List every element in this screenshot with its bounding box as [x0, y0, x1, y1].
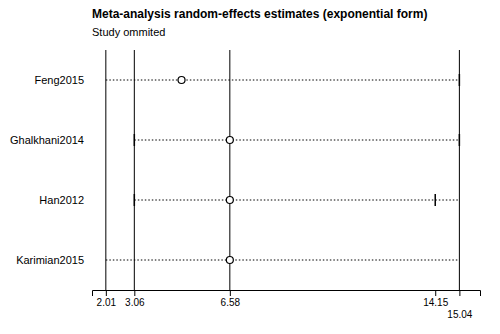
x-tick-mark — [230, 290, 231, 296]
x-tick: 6.58 — [221, 290, 241, 308]
ci-cap — [459, 134, 461, 146]
confidence-interval — [106, 260, 460, 261]
x-tick-mark — [459, 290, 460, 296]
x-tick-mark — [134, 290, 135, 296]
x-tick-label: 2.01 — [97, 297, 117, 308]
x-tick-label: 14.15 — [423, 297, 448, 308]
ci-cap — [459, 74, 461, 86]
x-tick: 14.15 — [423, 290, 448, 308]
point-estimate — [226, 197, 233, 204]
reference-line — [105, 50, 106, 290]
x-tick-label: 6.58 — [221, 297, 241, 308]
point-estimate — [178, 77, 185, 84]
y-tick-label: Feng2015 — [34, 74, 84, 86]
confidence-interval — [134, 200, 459, 201]
subtitle: Study ommited — [92, 26, 165, 38]
x-tick: 2.01 — [97, 290, 117, 308]
confidence-interval — [134, 140, 459, 141]
chart: Meta-analysis random-effects estimates (… — [0, 0, 500, 334]
y-tick-label: Ghalkhani2014 — [10, 134, 84, 146]
y-tick: Han2012 — [39, 194, 84, 206]
ci-cap — [434, 194, 436, 206]
x-axis: 2.01 3.06 6.58 14.1515.04 — [93, 290, 481, 320]
title: Meta-analysis random-effects estimates (… — [92, 7, 427, 21]
y-tick-label: Karimian2015 — [16, 254, 84, 266]
reference-line — [459, 50, 460, 290]
x-tick-label: 3.06 — [125, 297, 145, 308]
y-tick: Feng2015 — [34, 74, 84, 86]
x-tick-label: 15.04 — [447, 309, 472, 320]
marks — [106, 50, 460, 290]
x-tick: 15.04 — [447, 290, 472, 320]
confidence-interval — [106, 80, 460, 81]
y-tick-label: Han2012 — [39, 194, 84, 206]
ci-cap — [134, 194, 136, 206]
y-axis: Feng2015 Ghalkhani2014 Han2012 Karimian2015 — [10, 74, 84, 266]
x-tick: 3.06 — [125, 290, 145, 308]
x-axis-line — [93, 291, 481, 297]
x-tick-mark — [435, 290, 436, 296]
reference-line — [229, 50, 230, 290]
x-tick-mark — [106, 290, 107, 296]
reference-line — [134, 50, 135, 290]
y-tick: Ghalkhani2014 — [10, 134, 84, 146]
ci-cap — [134, 134, 136, 146]
y-tick: Karimian2015 — [16, 254, 84, 266]
plot-area: 2.01 3.06 6.58 14.1515.04 Feng2015 Ghalkhani2… — [10, 50, 481, 320]
point-estimate — [226, 257, 233, 264]
point-estimate — [226, 137, 233, 144]
